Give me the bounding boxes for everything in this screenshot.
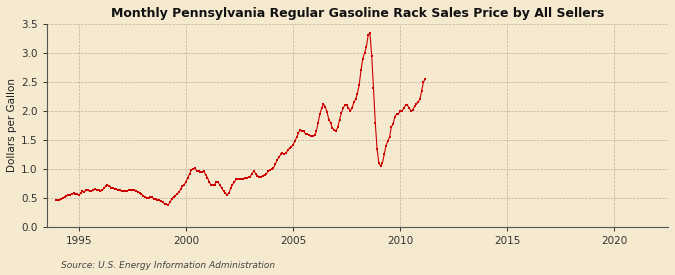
Title: Monthly Pennsylvania Regular Gasoline Rack Sales Price by All Sellers: Monthly Pennsylvania Regular Gasoline Ra… [111, 7, 604, 20]
Y-axis label: Dollars per Gallon: Dollars per Gallon [7, 78, 17, 172]
Text: Source: U.S. Energy Information Administration: Source: U.S. Energy Information Administ… [61, 260, 275, 270]
